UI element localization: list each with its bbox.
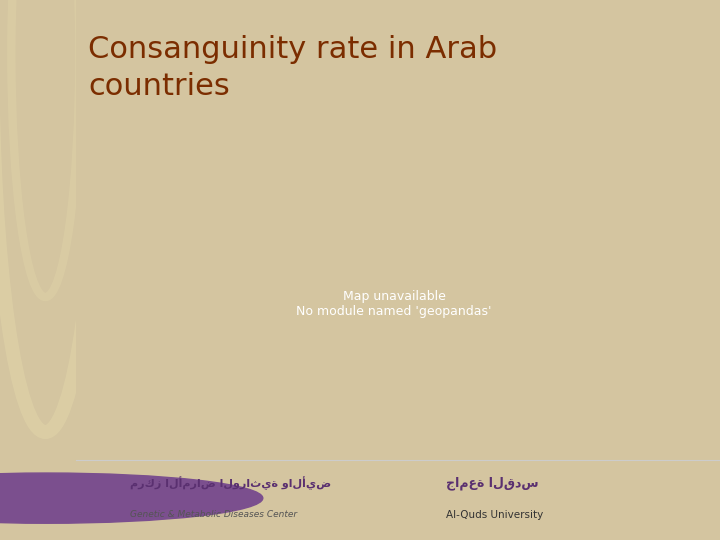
Text: Map unavailable
No module named 'geopandas': Map unavailable No module named 'geopand… xyxy=(297,290,492,318)
Text: Genetic & Metabolic Diseases Center: Genetic & Metabolic Diseases Center xyxy=(130,510,297,519)
Text: مركز الأمراض الوراثية والأيض: مركز الأمراض الوراثية والأيض xyxy=(130,476,330,490)
Text: Consanguinity rate in Arab
countries: Consanguinity rate in Arab countries xyxy=(89,35,498,100)
Text: Al-Quds University: Al-Quds University xyxy=(446,510,544,520)
Text: جامعة القدس: جامعة القدس xyxy=(446,476,539,490)
Circle shape xyxy=(0,473,263,523)
